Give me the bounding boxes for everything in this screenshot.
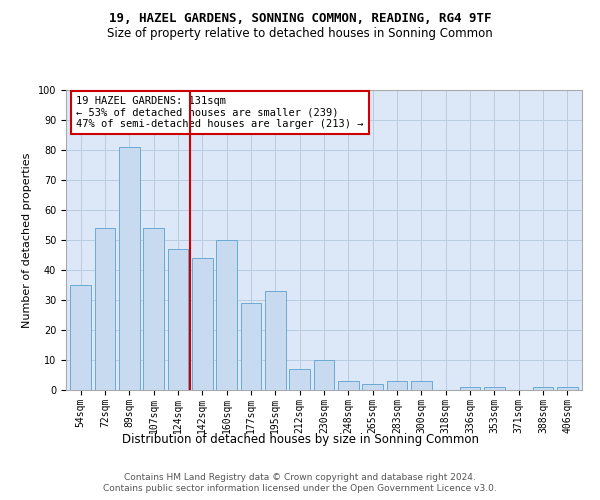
Text: Contains HM Land Registry data © Crown copyright and database right 2024.: Contains HM Land Registry data © Crown c… bbox=[124, 472, 476, 482]
Bar bbox=[143, 228, 164, 390]
Bar bbox=[460, 387, 481, 390]
Bar bbox=[533, 387, 553, 390]
Bar bbox=[192, 258, 212, 390]
Text: 19 HAZEL GARDENS: 131sqm
← 53% of detached houses are smaller (239)
47% of semi-: 19 HAZEL GARDENS: 131sqm ← 53% of detach… bbox=[76, 96, 364, 129]
Bar bbox=[314, 360, 334, 390]
Text: Distribution of detached houses by size in Sonning Common: Distribution of detached houses by size … bbox=[121, 432, 479, 446]
Y-axis label: Number of detached properties: Number of detached properties bbox=[22, 152, 32, 328]
Bar bbox=[484, 387, 505, 390]
Text: Contains public sector information licensed under the Open Government Licence v3: Contains public sector information licen… bbox=[103, 484, 497, 493]
Bar bbox=[386, 381, 407, 390]
Bar bbox=[216, 240, 237, 390]
Bar bbox=[95, 228, 115, 390]
Bar bbox=[265, 291, 286, 390]
Bar bbox=[70, 285, 91, 390]
Bar bbox=[411, 381, 432, 390]
Bar bbox=[338, 381, 359, 390]
Bar bbox=[362, 384, 383, 390]
Bar bbox=[241, 303, 262, 390]
Bar bbox=[119, 147, 140, 390]
Bar bbox=[167, 249, 188, 390]
Bar bbox=[557, 387, 578, 390]
Bar bbox=[289, 369, 310, 390]
Text: Size of property relative to detached houses in Sonning Common: Size of property relative to detached ho… bbox=[107, 28, 493, 40]
Text: 19, HAZEL GARDENS, SONNING COMMON, READING, RG4 9TF: 19, HAZEL GARDENS, SONNING COMMON, READI… bbox=[109, 12, 491, 26]
